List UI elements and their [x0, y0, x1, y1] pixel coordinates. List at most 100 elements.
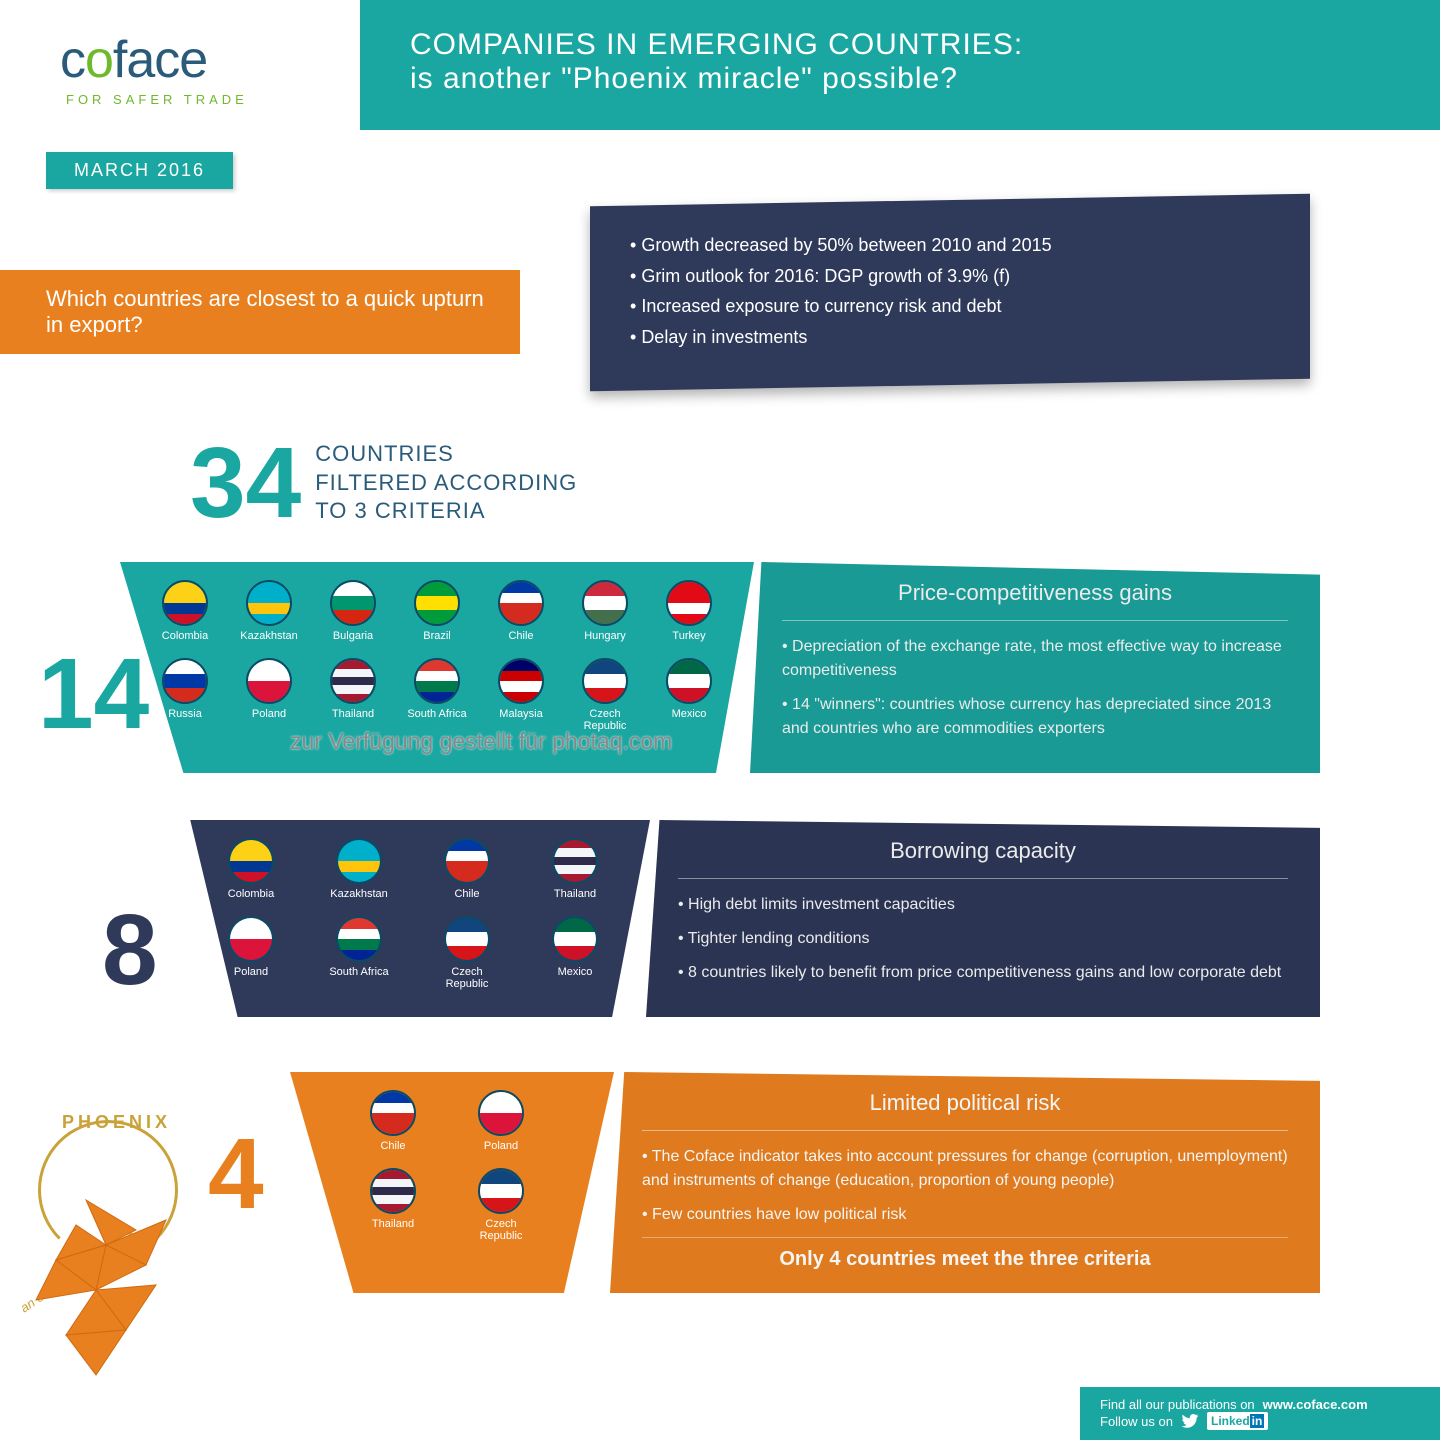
bullet-item: 8 countries likely to benefit from price… — [678, 961, 1288, 985]
flag-icon — [666, 658, 712, 704]
context-callout: Growth decreased by 50% between 2010 and… — [590, 194, 1310, 392]
flag-icon — [478, 1168, 524, 1214]
country-label: Poland — [484, 1140, 518, 1152]
tier1-heading: Price-competitiveness gains — [782, 580, 1288, 606]
country-turkey: Turkey — [656, 580, 722, 642]
country-label: Colombia — [228, 888, 274, 900]
context-bullets: Growth decreased by 50% between 2010 and… — [630, 224, 1270, 358]
country-label: Malaysia — [499, 708, 542, 720]
country-label: South Africa — [407, 708, 466, 720]
flag-icon — [370, 1090, 416, 1136]
country-label: Chile — [454, 888, 479, 900]
flag-icon — [444, 838, 490, 884]
footer-social: Follow us on Linkedin — [1100, 1412, 1420, 1430]
country-malaysia: Malaysia — [488, 658, 554, 732]
funnel-title-l1: COUNTRIES — [315, 440, 577, 469]
phoenix-bird-icon — [26, 1190, 196, 1380]
tier2-bullets: High debt limits investment capacities Ti… — [678, 893, 1288, 985]
country-label: Poland — [234, 966, 268, 978]
linkedin-icon[interactable]: Linkedin — [1207, 1412, 1268, 1430]
flag-icon — [444, 916, 490, 962]
country-south-africa: South Africa — [314, 916, 404, 990]
country-label: Thailand — [372, 1218, 414, 1230]
tier2-side-number: 8 — [102, 900, 158, 1000]
country-mexico: Mexico — [656, 658, 722, 732]
tier1-bullets: Depreciation of the exchange rate, the m… — [782, 635, 1288, 741]
bullet-item: Few countries have low political risk — [642, 1203, 1288, 1227]
country-label: Czech Republic — [446, 966, 489, 990]
phoenix-label: PHOENIX — [62, 1112, 171, 1133]
flag-icon — [370, 1168, 416, 1214]
country-russia: Russia — [152, 658, 218, 732]
country-thailand: Thailand — [530, 838, 620, 900]
funnel-title-l2: FILTERED ACCORDING — [315, 469, 577, 498]
tier2-info-panel: Borrowing capacity High debt limits inve… — [646, 820, 1320, 1017]
country-label: Brazil — [423, 630, 451, 642]
divider — [678, 878, 1288, 879]
divider — [642, 1130, 1288, 1131]
twitter-icon[interactable] — [1181, 1414, 1199, 1428]
country-label: Thailand — [554, 888, 596, 900]
flag-icon — [246, 658, 292, 704]
date-badge: MARCH 2016 — [46, 152, 233, 189]
funnel-title-text: COUNTRIES FILTERED ACCORDING TO 3 CRITER… — [315, 440, 577, 526]
divider — [782, 620, 1288, 621]
country-kazakhstan: Kazakhstan — [314, 838, 404, 900]
country-kazakhstan: Kazakhstan — [236, 580, 302, 642]
footer-publications: Find all our publications on www.coface.… — [1100, 1397, 1420, 1412]
flag-icon — [582, 580, 628, 626]
flag-icon — [478, 1090, 524, 1136]
bullet-item: Depreciation of the exchange rate, the m… — [782, 635, 1288, 683]
country-colombia: Colombia — [206, 838, 296, 900]
flag-icon — [498, 658, 544, 704]
tier2: Colombia Kazakhstan Chile Thailand Poland Sou… — [176, 820, 1320, 1017]
flag-icon — [336, 916, 382, 962]
country-label: Mexico — [672, 708, 707, 720]
country-czech-republic: Czech Republic — [456, 1168, 546, 1242]
country-thailand: Thailand — [348, 1168, 438, 1242]
tier3-side-number: 4 — [208, 1124, 264, 1224]
tier3-bullets: The Coface indicator takes into account … — [642, 1145, 1288, 1227]
watermark-text: zur Verfügung gestellt für photaq.com — [290, 728, 672, 755]
country-chile: Chile — [348, 1090, 438, 1152]
question-banner: Which countries are closest to a quick u… — [0, 270, 520, 354]
funnel-title-l3: TO 3 CRITERIA — [315, 497, 577, 526]
footer-url[interactable]: www.coface.com — [1263, 1397, 1368, 1412]
bullet-item: Tighter lending conditions — [678, 927, 1288, 951]
country-label: Colombia — [162, 630, 208, 642]
tier1-info-panel: Price-competitiveness gains Depreciation… — [750, 562, 1320, 773]
tier3-flags-panel: Chile Poland Thailand Czech Republic — [280, 1072, 614, 1293]
country-label: Kazakhstan — [240, 630, 297, 642]
flag-icon — [666, 580, 712, 626]
footer-bar: Find all our publications on www.coface.… — [1080, 1387, 1440, 1440]
country-label: Czech Republic — [480, 1218, 523, 1242]
country-poland: Poland — [236, 658, 302, 732]
flag-icon — [162, 580, 208, 626]
header-title-line2: is another "Phoenix miracle" possible? — [410, 62, 1390, 96]
bullet-item: Delay in investments — [630, 322, 1270, 353]
footer-l2-prefix: Follow us on — [1100, 1414, 1173, 1429]
tier3-heading: Limited political risk — [642, 1090, 1288, 1116]
flag-icon — [336, 838, 382, 884]
flag-icon — [162, 658, 208, 704]
country-chile: Chile — [488, 580, 554, 642]
bullet-item: The Coface indicator takes into account … — [642, 1145, 1288, 1193]
country-label: Chile — [380, 1140, 405, 1152]
bullet-item: 14 "winners": countries whose currency h… — [782, 693, 1288, 741]
country-label: South Africa — [329, 966, 388, 978]
flag-icon — [498, 580, 544, 626]
tier3: Chile Poland Thailand Czech Republic Limite… — [280, 1072, 1320, 1293]
country-chile: Chile — [422, 838, 512, 900]
tier2-flags-panel: Colombia Kazakhstan Chile Thailand Poland Sou… — [176, 820, 650, 1017]
flag-icon — [330, 580, 376, 626]
flag-icon — [582, 658, 628, 704]
flag-icon — [414, 580, 460, 626]
flag-icon — [552, 916, 598, 962]
country-mexico: Mexico — [530, 916, 620, 990]
bullet-item: Increased exposure to currency risk and … — [630, 291, 1270, 322]
phoenix-badge: PHOENIX an endangered species — [8, 1110, 208, 1390]
country-poland: Poland — [206, 916, 296, 990]
bullet-item: High debt limits investment capacities — [678, 893, 1288, 917]
bullet-item: Grim outlook for 2016: DGP growth of 3.9… — [630, 261, 1270, 292]
flag-icon — [246, 580, 292, 626]
